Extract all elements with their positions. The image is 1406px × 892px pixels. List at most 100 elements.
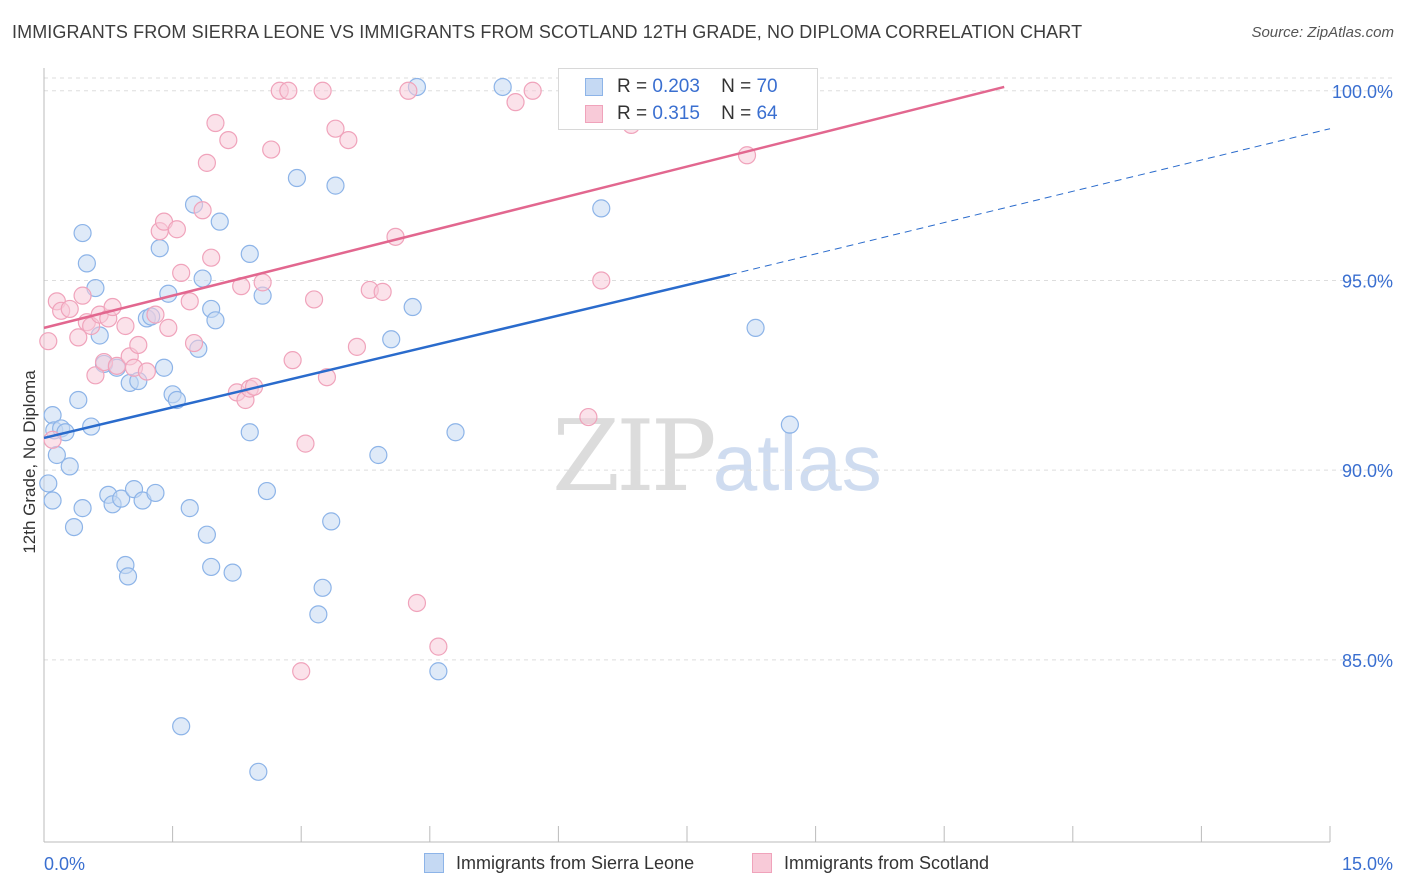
x-tick-label: 0.0% <box>44 854 85 874</box>
point-sierra-leone <box>64 517 84 537</box>
point-scotland <box>146 305 165 324</box>
legend-n-label: N = <box>721 76 752 97</box>
point-scotland <box>292 662 311 681</box>
point-sierra-leone <box>780 415 799 434</box>
point-sierra-leone <box>429 662 448 681</box>
chart-title: IMMIGRANTS FROM SIERRA LEONE VS IMMIGRAN… <box>12 22 1083 42</box>
legend-swatch-scotland <box>585 105 603 123</box>
point-sierra-leone <box>202 557 221 577</box>
point-sierra-leone <box>60 457 79 476</box>
point-sierra-leone <box>118 567 138 586</box>
correlation-legend: R = 0.203 N = 70 R = 0.315 N = 64 <box>558 68 818 130</box>
point-scotland <box>197 153 216 172</box>
point-sierra-leone <box>159 284 178 303</box>
point-scotland <box>202 248 221 267</box>
point-scotland <box>116 316 135 336</box>
point-sierra-leone <box>493 77 512 97</box>
point-sierra-leone <box>73 499 92 518</box>
point-scotland <box>279 81 298 100</box>
point-scotland <box>172 263 191 282</box>
point-sierra-leone <box>257 481 277 501</box>
point-scotland <box>253 273 272 292</box>
point-sierra-leone <box>112 489 131 508</box>
point-sierra-leone <box>369 445 388 465</box>
legend-r-label: R = <box>617 103 648 124</box>
point-scotland <box>262 140 281 159</box>
trendline-sierra-leone-extension <box>729 128 1331 276</box>
point-scotland <box>137 362 156 381</box>
point-scotland <box>180 292 199 311</box>
y-tick-label: 90.0% <box>1342 461 1393 481</box>
legend-n-value: 64 <box>756 103 778 124</box>
legend-r-label: R = <box>617 76 648 97</box>
point-scotland <box>373 282 392 301</box>
point-sierra-leone <box>382 330 401 349</box>
point-scotland <box>506 93 525 112</box>
bottom-legend-label: Immigrants from Sierra Leone <box>456 853 695 873</box>
point-sierra-leone <box>172 717 191 736</box>
point-sierra-leone <box>223 563 242 582</box>
point-scotland <box>129 335 148 355</box>
point-scotland <box>326 119 345 138</box>
bottom-legend-label: Immigrants from Scotland <box>784 853 990 873</box>
point-sierra-leone <box>150 239 169 258</box>
point-scotland <box>304 290 324 309</box>
point-sierra-leone <box>287 168 307 188</box>
point-scotland <box>386 227 405 246</box>
point-sierra-leone <box>69 390 88 410</box>
point-sierra-leone <box>43 491 62 510</box>
legend-swatch-sierra-leone <box>585 78 603 96</box>
point-scotland <box>429 637 448 656</box>
y-tick-label: 85.0% <box>1342 651 1393 671</box>
source-credit: Source: ZipAtlas.com <box>1251 24 1394 41</box>
point-scotland <box>206 113 225 133</box>
point-scotland <box>339 130 358 150</box>
point-scotland <box>579 407 598 427</box>
point-scotland <box>313 81 332 100</box>
y-tick-label: 100.0% <box>1332 82 1393 102</box>
point-scotland <box>184 333 204 353</box>
point-sierra-leone <box>249 762 268 781</box>
point-sierra-leone <box>309 605 328 624</box>
trendline-sierra-leone <box>43 273 731 440</box>
point-scotland <box>167 220 186 239</box>
point-sierra-leone <box>77 254 96 273</box>
point-scotland <box>592 271 611 290</box>
x-tick-label: 15.0% <box>1342 854 1393 874</box>
point-sierra-leone <box>180 499 199 518</box>
point-sierra-leone <box>746 318 765 337</box>
point-scotland <box>317 368 337 387</box>
point-scotland <box>219 130 238 150</box>
point-scotland <box>86 366 105 385</box>
point-sierra-leone <box>322 512 341 531</box>
point-scotland <box>296 434 315 453</box>
point-sierra-leone <box>193 269 212 288</box>
bottom-legend-swatch-sierra-leone <box>424 853 444 873</box>
point-scotland <box>407 593 427 613</box>
legend-n-value: 70 <box>756 76 778 97</box>
point-sierra-leone <box>73 223 92 243</box>
point-sierra-leone <box>446 423 465 442</box>
point-sierra-leone <box>592 199 611 218</box>
point-scotland <box>60 299 79 319</box>
point-sierra-leone <box>240 423 259 442</box>
point-sierra-leone <box>206 311 225 330</box>
point-sierra-leone <box>197 525 216 544</box>
point-scotland <box>523 81 542 100</box>
legend-n-label: N = <box>721 103 752 124</box>
point-scotland <box>69 328 88 347</box>
point-sierra-leone <box>326 176 345 195</box>
point-scotland <box>39 332 58 351</box>
bottom-legend-swatch-scotland <box>752 853 772 873</box>
point-sierra-leone <box>313 578 332 597</box>
trendline-scotland <box>43 85 1005 330</box>
legend-r-value: 0.203 <box>652 76 700 97</box>
y-tick-label: 95.0% <box>1342 271 1393 291</box>
legend-r-value: 0.315 <box>652 103 700 124</box>
point-scotland <box>399 81 418 100</box>
point-sierra-leone <box>403 297 422 317</box>
point-sierra-leone <box>154 358 174 377</box>
point-scotland <box>347 337 367 356</box>
point-sierra-leone <box>210 212 229 231</box>
